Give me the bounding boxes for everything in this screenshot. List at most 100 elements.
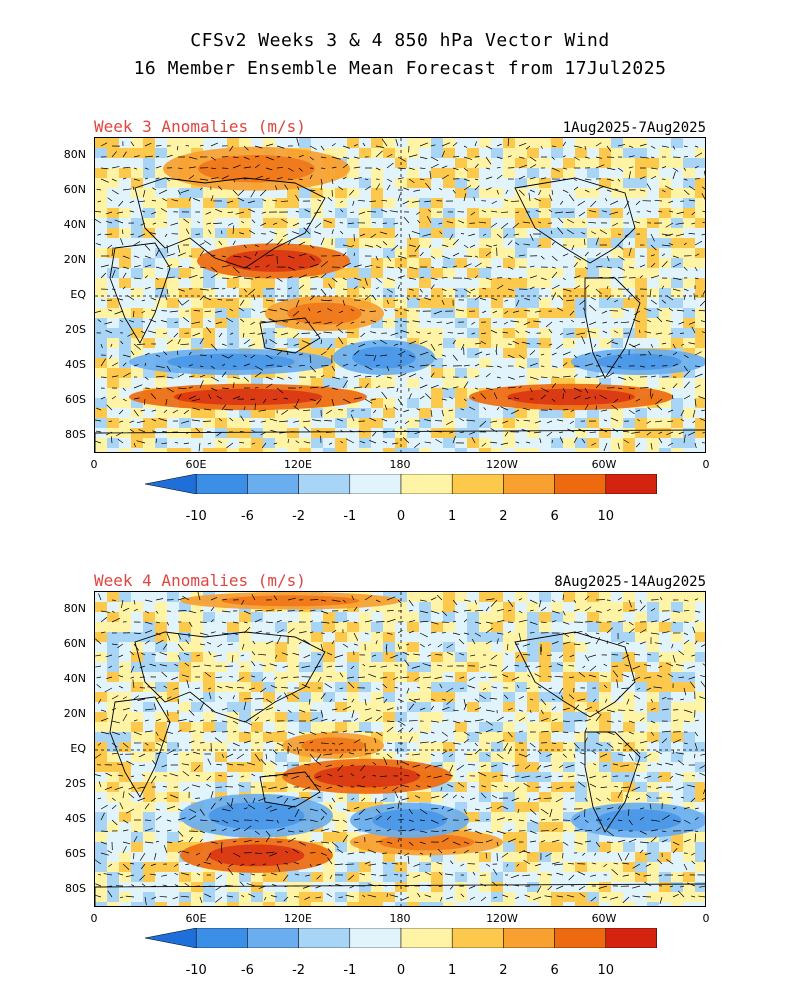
wind-vector	[309, 263, 319, 268]
wind-vector	[650, 244, 657, 251]
wind-vector	[441, 610, 448, 616]
panel-2-map	[94, 591, 706, 907]
wind-vector	[196, 654, 201, 657]
wind-vector	[331, 830, 340, 833]
wind-vector	[573, 742, 580, 749]
wind-vector	[441, 793, 449, 799]
wind-vector	[381, 138, 388, 147]
wind-vector	[540, 717, 549, 722]
wind-vector	[120, 599, 124, 609]
wind-vector	[441, 706, 450, 711]
wind-vector	[452, 386, 459, 389]
wind-vector	[260, 222, 267, 226]
wind-vector	[433, 310, 443, 315]
wind-vector	[279, 431, 289, 434]
wind-vector	[595, 142, 602, 147]
wind-vector	[276, 730, 285, 733]
wind-vector	[447, 808, 454, 812]
colorbar-swatch	[605, 927, 658, 949]
wind-vector	[144, 730, 153, 733]
wind-vector	[606, 599, 611, 601]
wind-vector	[430, 163, 439, 169]
wind-vector	[313, 759, 322, 766]
wind-vector	[505, 883, 509, 887]
wind-vector	[397, 255, 407, 259]
wind-vector	[180, 189, 190, 194]
wind-vector	[540, 255, 545, 260]
wind-vector	[438, 871, 443, 876]
wind-vector	[622, 896, 630, 904]
wind-vector	[617, 852, 623, 862]
wind-vector	[147, 330, 157, 334]
wind-vector	[691, 326, 696, 334]
wind-vector	[243, 621, 248, 624]
wind-vector	[342, 288, 348, 291]
wind-vector	[606, 742, 614, 748]
wind-vector	[493, 392, 498, 400]
wind-vector	[612, 428, 619, 433]
wind-vector	[166, 387, 175, 393]
wind-vector	[364, 398, 373, 404]
wind-vector	[397, 373, 407, 378]
wind-vector	[496, 753, 504, 759]
wind-vector	[133, 277, 142, 280]
wind-vector	[232, 632, 238, 635]
wind-vector	[540, 387, 549, 393]
wind-vector	[449, 396, 454, 400]
wind-vector	[502, 762, 509, 766]
wind-vector	[606, 353, 612, 356]
wind-vector	[137, 797, 146, 802]
wind-vector	[488, 676, 498, 678]
wind-vector	[353, 730, 362, 733]
wind-vector	[661, 839, 668, 843]
wind-vector	[561, 695, 564, 700]
wind-vector	[467, 685, 476, 689]
wind-vector	[364, 244, 374, 248]
wind-vector	[430, 156, 439, 162]
wind-vector	[656, 786, 663, 789]
wind-vector	[491, 686, 498, 689]
wind-vector	[385, 646, 388, 656]
wind-vector	[589, 783, 597, 788]
wind-vector	[254, 852, 263, 854]
anomaly-core	[167, 353, 295, 371]
wind-vector	[474, 363, 480, 367]
wind-vector	[317, 310, 322, 313]
wind-vector	[614, 299, 619, 303]
wind-vector	[507, 277, 512, 280]
wind-vector	[386, 255, 392, 262]
wind-vector	[507, 630, 512, 634]
wind-vector	[206, 641, 212, 645]
wind-vector	[463, 632, 470, 635]
wind-vector	[556, 895, 564, 898]
wind-vector	[133, 830, 138, 833]
wind-vector	[452, 610, 459, 613]
wind-vector	[496, 632, 504, 635]
colorbar-swatch	[554, 927, 607, 949]
wind-vector	[240, 775, 245, 778]
wind-vector	[397, 398, 404, 406]
wind-vector	[249, 420, 256, 422]
wind-vector	[336, 321, 344, 327]
wind-vector	[166, 632, 171, 641]
wind-vector	[644, 676, 652, 679]
wind-vector	[419, 819, 425, 821]
wind-vector	[474, 275, 479, 279]
wind-vector	[471, 638, 476, 645]
wind-vector	[485, 373, 491, 378]
wind-vector	[683, 167, 687, 171]
wind-vector	[232, 178, 236, 183]
wind-vector	[218, 860, 223, 865]
wind-vector	[309, 174, 313, 180]
wind-vector	[521, 775, 531, 778]
wind-vector	[650, 375, 656, 378]
wind-vector	[581, 438, 586, 444]
wind-vector	[353, 739, 361, 744]
wind-vector	[184, 882, 190, 887]
wind-vector	[533, 896, 542, 901]
wind-vector	[528, 192, 531, 202]
colorbar-label: 1	[448, 509, 457, 524]
wind-vector	[403, 187, 410, 191]
wind-vector	[474, 599, 477, 605]
colorbar-swatch	[195, 927, 248, 949]
